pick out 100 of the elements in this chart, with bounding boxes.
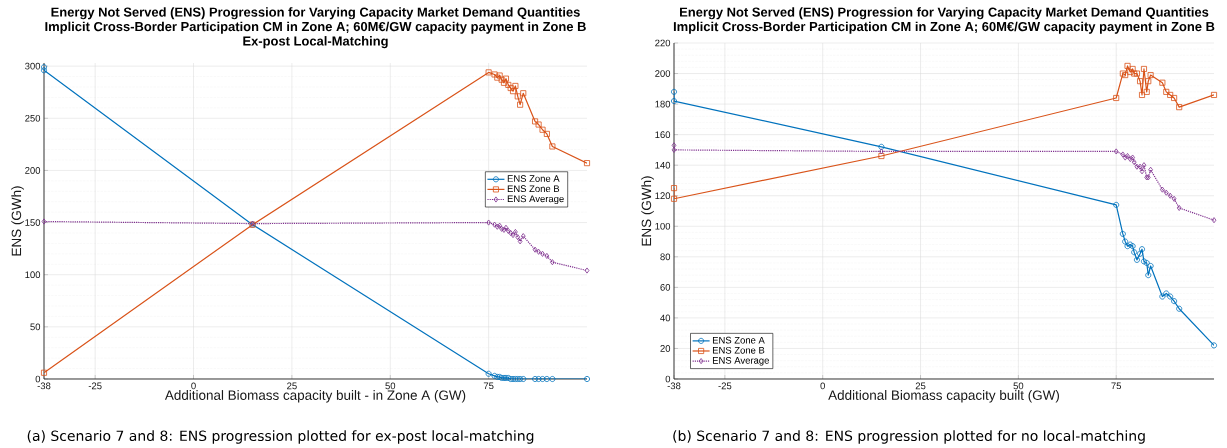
point bbox=[1159, 79, 1166, 86]
point bbox=[1130, 154, 1135, 161]
legend-label: ENS Zone A bbox=[507, 175, 560, 182]
point bbox=[1137, 78, 1144, 85]
point bbox=[514, 93, 521, 100]
point bbox=[507, 85, 514, 92]
y-tick-label: 50 bbox=[30, 323, 41, 331]
point bbox=[1122, 72, 1129, 79]
point bbox=[502, 75, 509, 82]
point bbox=[1137, 250, 1144, 257]
point bbox=[1147, 72, 1154, 79]
point bbox=[1137, 163, 1143, 170]
y-tick-label: 150 bbox=[25, 219, 41, 226]
point bbox=[498, 76, 505, 83]
point bbox=[1133, 256, 1140, 263]
point bbox=[485, 370, 492, 377]
point bbox=[584, 160, 590, 167]
y-tick-label: 80 bbox=[660, 253, 671, 261]
point bbox=[1145, 78, 1152, 85]
point bbox=[1140, 65, 1147, 72]
y-tick-label: 100 bbox=[25, 271, 41, 279]
point bbox=[1159, 293, 1166, 300]
point bbox=[485, 69, 492, 76]
point bbox=[500, 79, 507, 86]
point bbox=[1134, 163, 1140, 170]
y-axis-title: ENS (GWh) bbox=[11, 186, 24, 256]
x-tick-label: 0 bbox=[191, 382, 196, 390]
point bbox=[517, 238, 523, 245]
point bbox=[549, 376, 556, 382]
legend-label: ENS Zone B bbox=[507, 185, 560, 193]
point bbox=[1167, 192, 1173, 199]
point bbox=[494, 223, 500, 230]
point bbox=[549, 143, 556, 150]
point bbox=[1131, 159, 1137, 166]
point bbox=[1113, 201, 1120, 208]
point bbox=[1176, 305, 1183, 312]
point bbox=[1163, 88, 1170, 95]
legend-label: ENS Zone A bbox=[712, 336, 765, 344]
point bbox=[550, 259, 555, 266]
y-tick-label: 250 bbox=[25, 114, 41, 122]
point bbox=[1145, 272, 1152, 279]
chart-subtitle: Implicit Cross-Border Participation CM in Zone A; 60M€/GW capacity payment in Zone B Ex-post Local-Matching bbox=[45, 21, 586, 49]
point bbox=[1113, 148, 1119, 155]
y-tick-label: 120 bbox=[655, 192, 671, 200]
y-axis-title: ENS (GWh) bbox=[641, 176, 654, 246]
y-tick-label: 200 bbox=[25, 167, 41, 174]
point bbox=[1139, 168, 1145, 175]
point bbox=[1113, 94, 1120, 101]
point bbox=[671, 142, 677, 149]
y-tick-label: 160 bbox=[655, 131, 671, 138]
point bbox=[671, 146, 677, 153]
point bbox=[515, 234, 521, 241]
y-tick-label: 140 bbox=[655, 161, 671, 169]
point bbox=[539, 376, 546, 382]
x-axis-title: Additional Biomass capacity built (GW) bbox=[828, 390, 1059, 403]
point bbox=[1122, 238, 1129, 245]
text: (a) Scenario 7 and 8: ENS progression plotted for ex-post local-matching bbox=[27, 430, 534, 444]
y-tick-label: 300 bbox=[25, 62, 41, 70]
point bbox=[1119, 230, 1126, 237]
point bbox=[513, 228, 518, 235]
point bbox=[671, 185, 677, 192]
point bbox=[1211, 91, 1218, 98]
point bbox=[671, 98, 677, 105]
y-tick-label: 180 bbox=[655, 100, 671, 108]
point bbox=[1176, 104, 1183, 111]
y-tick-label: 0 bbox=[665, 375, 671, 383]
point bbox=[1163, 189, 1169, 196]
y-tick-label: 60 bbox=[660, 284, 671, 291]
point bbox=[517, 101, 524, 108]
y-tick-label: 20 bbox=[660, 345, 671, 352]
point bbox=[1125, 153, 1130, 160]
x-tick-label: 75 bbox=[1111, 382, 1122, 390]
point bbox=[584, 267, 590, 274]
point bbox=[878, 153, 885, 160]
legend-label: ENS Zone B bbox=[712, 346, 765, 354]
point bbox=[671, 195, 677, 202]
y-tick-label: 200 bbox=[655, 70, 671, 77]
point bbox=[512, 82, 519, 89]
point bbox=[536, 248, 541, 255]
x-tick-label: 50 bbox=[385, 382, 396, 390]
point bbox=[543, 130, 550, 137]
point bbox=[1143, 88, 1150, 95]
point bbox=[1141, 162, 1147, 169]
point bbox=[1171, 94, 1178, 101]
point bbox=[1120, 151, 1126, 158]
point bbox=[1124, 62, 1131, 69]
point bbox=[1167, 91, 1174, 98]
chart-title: Energy Not Served (ENS) Progression for Varying Capacity Market Demand Quantities bbox=[680, 7, 1209, 20]
point bbox=[1171, 298, 1178, 305]
point bbox=[532, 376, 539, 382]
x-tick-label: -25 bbox=[718, 382, 732, 390]
point bbox=[41, 218, 47, 225]
point bbox=[1167, 293, 1174, 300]
y-tick-label: 220 bbox=[655, 39, 671, 47]
point bbox=[1171, 195, 1177, 202]
point bbox=[1127, 69, 1134, 76]
legend-label: ENS Average bbox=[507, 195, 564, 205]
point bbox=[1147, 262, 1154, 269]
y-tick-label: 40 bbox=[660, 314, 671, 322]
point bbox=[535, 376, 542, 382]
